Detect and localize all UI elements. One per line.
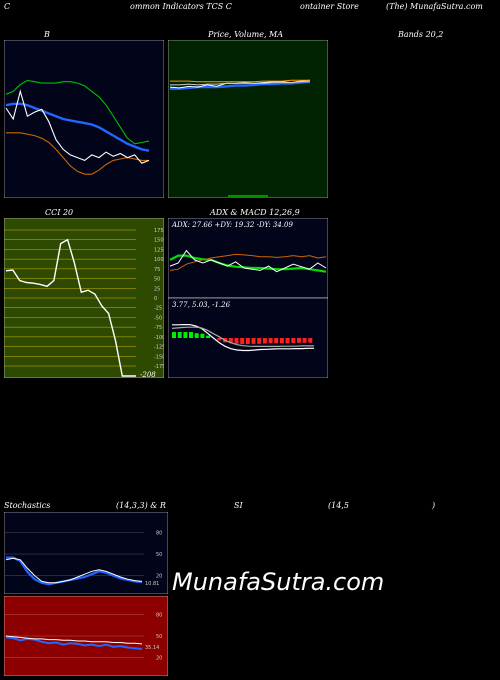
adx-title: ADX & MACD 12,26,9 xyxy=(210,208,300,217)
cci-tick-label: -100 xyxy=(154,335,164,341)
adx-series-1 xyxy=(169,253,327,271)
macd-histogram-bar xyxy=(183,332,188,338)
header-left: C xyxy=(4,2,11,11)
stoch-tick-label: 50 xyxy=(156,552,162,558)
stoch-title-mid2: SI xyxy=(234,501,243,510)
price-series-3 xyxy=(170,81,310,86)
stoch-title-mid: (14,3,3) & R xyxy=(116,501,166,510)
adx-series-2 xyxy=(169,249,327,273)
rsi-tick-label: 80 xyxy=(156,612,162,618)
cci-tick-label: 150 xyxy=(154,238,164,244)
bollinger-title-right: Bands 20,2 xyxy=(398,30,444,39)
bollinger-series-0 xyxy=(5,79,150,145)
cci-title: CCI 20 xyxy=(45,208,74,217)
macd-histogram-bar xyxy=(245,338,250,344)
bollinger-series-1 xyxy=(5,102,150,152)
macd-series-1 xyxy=(171,326,314,347)
cci-tick-label: 0 xyxy=(154,296,157,302)
macd-histogram-bar xyxy=(234,338,239,344)
bollinger-title: B xyxy=(44,30,50,39)
cci-tick-label: -75 xyxy=(154,325,162,331)
adx-series-0 xyxy=(169,254,327,273)
cci-chart: 175 150 125 100 75 50 25 0 -25 -50 -75 -100 -125 -150… xyxy=(4,218,164,378)
rsi-last-value: 35.14 xyxy=(145,645,159,651)
macd-histogram-bar xyxy=(228,338,233,344)
macd-histogram-bar xyxy=(291,338,296,343)
cci-tick-label: -175 xyxy=(154,364,164,370)
stoch-series-1 xyxy=(5,557,143,584)
price-title: Price, Volume, MA xyxy=(208,30,284,39)
cci-tick-label: 100 xyxy=(154,257,164,263)
cci-tick-label: 175 xyxy=(154,228,164,234)
bollinger-series-3 xyxy=(5,89,150,164)
macd-readout: 3.77, 5.03, -1.26 xyxy=(172,301,231,309)
macd-histogram-bar xyxy=(268,338,273,344)
macd-histogram-bar xyxy=(308,338,313,343)
stoch-tick-label: 80 xyxy=(156,530,162,536)
price-series-0 xyxy=(170,80,311,90)
price-chart xyxy=(168,40,328,198)
watermark: MunafaSutra.com xyxy=(172,568,385,596)
stoch-title-right: (14,5 xyxy=(328,501,349,510)
cci-tick-label: -50 xyxy=(154,315,162,321)
adx-macd-chart: ADX: 27.66 +DY: 19.32 -DY: 34.09 3.77, 5… xyxy=(168,218,328,378)
cci-line xyxy=(5,238,136,377)
macd-histogram-bar xyxy=(206,335,211,338)
rsi-series-1 xyxy=(5,635,143,645)
cci-tick-label: 50 xyxy=(154,277,160,283)
macd-histogram-bar xyxy=(217,338,222,341)
macd-histogram-bar xyxy=(274,338,279,344)
stoch-title-left: Stochastics xyxy=(4,501,51,510)
price-series-2 xyxy=(170,79,310,83)
macd-histogram-bar xyxy=(262,338,267,344)
adx-readout: ADX: 27.66 +DY: 19.32 -DY: 34.09 xyxy=(171,221,293,229)
bollinger-chart xyxy=(4,40,164,198)
macd-histogram-bar xyxy=(172,332,176,338)
macd-histogram-bar xyxy=(302,338,307,343)
header-right: (The) MunafaSutra.com xyxy=(386,2,483,11)
cci-tick-label: -150 xyxy=(154,354,164,360)
bollinger-series-2 xyxy=(6,132,149,175)
header-mid1: ommon Indicators TCS C xyxy=(130,2,232,11)
stoch-last-value: 10.81 xyxy=(145,581,159,587)
header-mid2: ontainer Store xyxy=(300,2,359,11)
cci-last-value: -208 xyxy=(140,371,156,378)
macd-histogram-bar xyxy=(285,338,290,344)
cci-tick-label: 25 xyxy=(154,286,160,292)
stoch-title-close: ) xyxy=(432,501,436,510)
macd-histogram-bar xyxy=(279,338,284,344)
macd-histogram-bar xyxy=(194,333,199,338)
rsi-tick-label: 20 xyxy=(156,656,162,662)
macd-series-0 xyxy=(172,323,314,352)
macd-histogram-bar xyxy=(251,338,256,344)
macd-histogram-bar xyxy=(189,332,193,338)
cci-tick-label: -125 xyxy=(154,345,164,351)
macd-histogram-bar xyxy=(240,338,245,344)
cci-tick-label: -25 xyxy=(154,306,162,312)
rsi-chart: 80 50 20 35.14 xyxy=(4,596,168,676)
macd-histogram-bar xyxy=(177,332,182,338)
stoch-series-0 xyxy=(6,556,143,586)
macd-histogram-bar xyxy=(257,338,262,344)
stoch-tick-label: 20 xyxy=(156,574,162,580)
cci-tick-label: 75 xyxy=(154,267,160,273)
cci-tick-label: 125 xyxy=(154,247,164,253)
macd-histogram-bar xyxy=(200,333,205,338)
macd-histogram-bar xyxy=(297,338,301,343)
rsi-series-0 xyxy=(5,636,143,650)
rsi-tick-label: 50 xyxy=(156,634,162,640)
